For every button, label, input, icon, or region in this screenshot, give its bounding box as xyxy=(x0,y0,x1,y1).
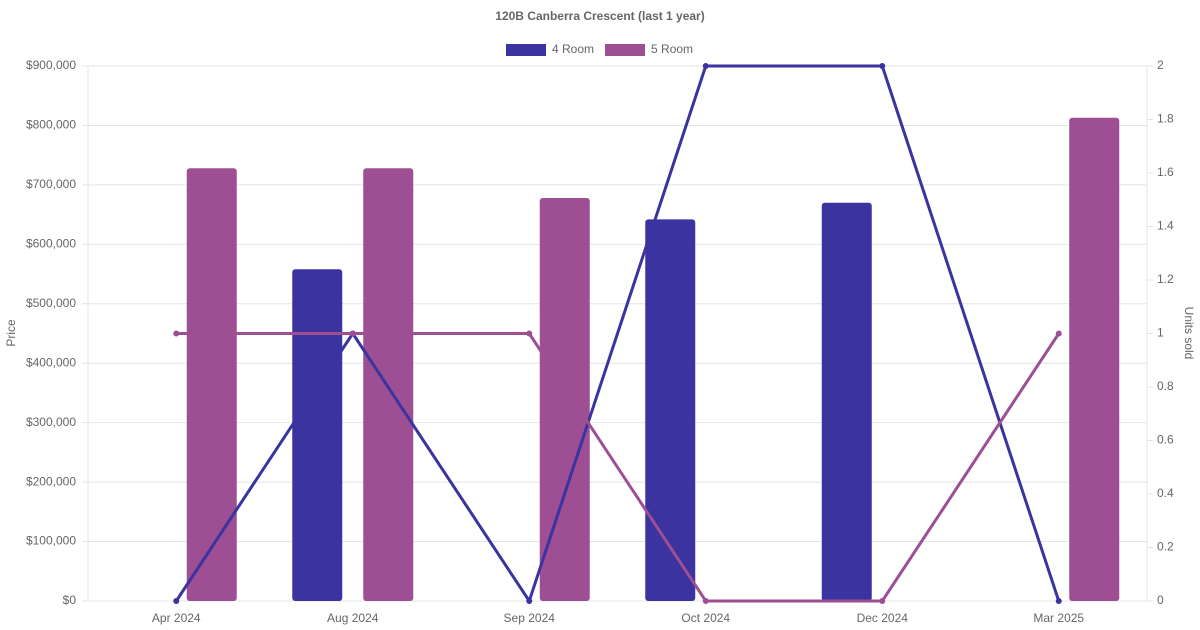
y2-tick-label: 1.4 xyxy=(1157,219,1174,233)
bar xyxy=(186,168,237,601)
y-tick-label: $600,000 xyxy=(26,237,76,251)
y2-tick-label: 0.4 xyxy=(1157,486,1174,500)
y-tick-label: $900,000 xyxy=(26,58,76,72)
y2-tick-label: 1 xyxy=(1157,326,1164,340)
legend-swatch xyxy=(605,44,646,56)
y2-tick-label: 1.8 xyxy=(1157,112,1174,126)
legend-swatch xyxy=(506,44,546,56)
y2-tick-label: 2 xyxy=(1157,58,1164,72)
y-tick-label: $200,000 xyxy=(26,474,76,488)
legend-label: 5 Room xyxy=(651,42,693,56)
point xyxy=(1055,598,1062,604)
bar xyxy=(645,219,696,601)
y-tick-label: $500,000 xyxy=(26,296,76,310)
point xyxy=(1055,330,1062,337)
point xyxy=(526,598,533,604)
y-tick-label: $0 xyxy=(63,593,77,607)
y-tick-label: $700,000 xyxy=(26,177,76,191)
y2-tick-label: 0 xyxy=(1157,593,1164,607)
bar xyxy=(292,269,343,601)
point xyxy=(702,63,709,69)
y2-tick-label: 0.2 xyxy=(1157,540,1174,554)
y2-tick-label: 1.2 xyxy=(1157,272,1174,286)
x-tick-label: Sep 2024 xyxy=(504,611,556,625)
bar xyxy=(821,202,872,601)
x-tick-label: Dec 2024 xyxy=(857,611,909,625)
point xyxy=(879,63,886,69)
y-tick-label: $100,000 xyxy=(26,534,76,548)
chart-title: 120B Canberra Crescent (last 1 year) xyxy=(495,9,704,23)
y2-tick-label: 0.8 xyxy=(1157,379,1174,393)
y-axis-label: Price xyxy=(4,319,18,347)
bar xyxy=(539,197,590,601)
point xyxy=(702,598,709,604)
y2-axis-label: Units sold xyxy=(1182,307,1196,360)
line xyxy=(174,64,1061,605)
point xyxy=(173,598,180,604)
legend-label: 4 Room xyxy=(552,42,594,56)
y2-tick-label: 1.6 xyxy=(1157,165,1174,179)
x-tick-label: Mar 2025 xyxy=(1033,611,1084,625)
line xyxy=(176,332,1061,603)
point xyxy=(173,330,180,337)
point xyxy=(879,598,886,604)
point xyxy=(526,330,533,337)
y-tick-label: $400,000 xyxy=(26,355,76,369)
point xyxy=(349,330,356,337)
bar xyxy=(1069,117,1120,601)
y2-tick-label: 0.6 xyxy=(1157,433,1174,447)
y-tick-label: $800,000 xyxy=(26,118,76,132)
x-tick-label: Oct 2024 xyxy=(681,611,730,625)
x-tick-label: Apr 2024 xyxy=(152,611,201,625)
y-tick-label: $300,000 xyxy=(26,415,76,429)
x-tick-label: Aug 2024 xyxy=(327,611,379,625)
